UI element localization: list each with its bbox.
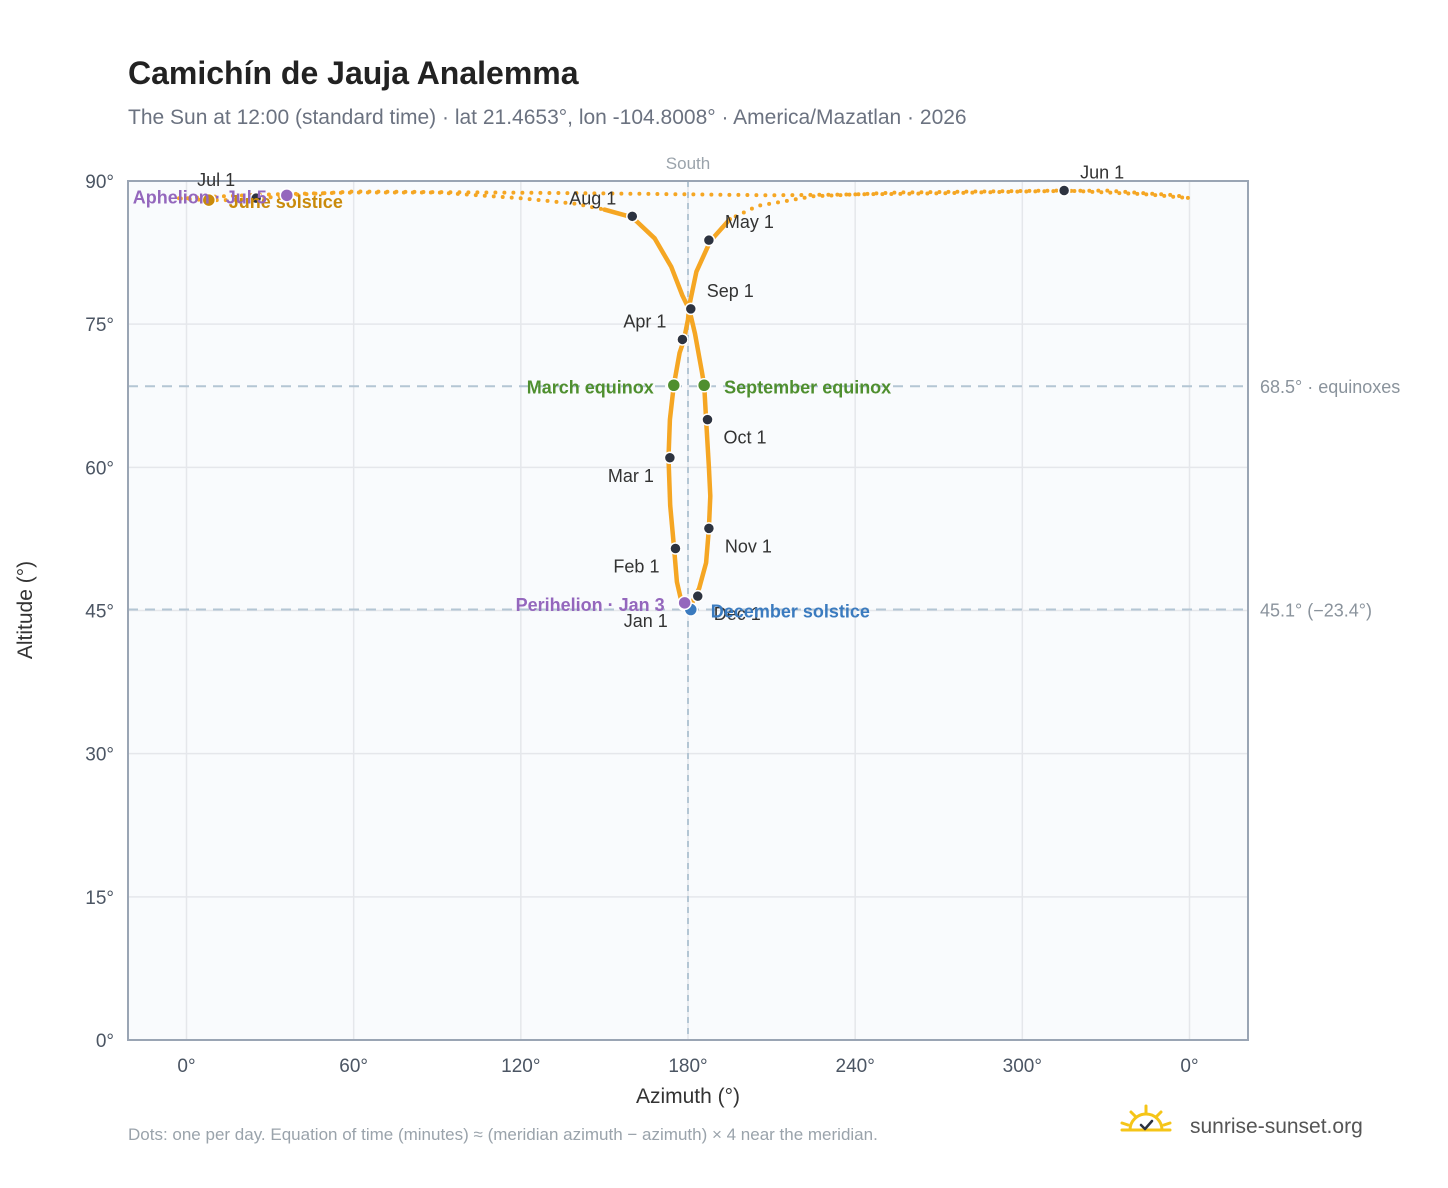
month-marker-point [626, 210, 639, 223]
reference-line-label: 68.5° · equinoxes [1260, 377, 1400, 397]
month-marker-point [1057, 184, 1071, 197]
month-marker-label: Aug 1 [569, 188, 616, 208]
y-tick-label: 45° [85, 602, 114, 623]
footnote: Dots: one per day. Equation of time (min… [128, 1125, 878, 1144]
month-marker-point [249, 191, 263, 205]
x-tick-label: 0° [177, 1056, 195, 1077]
y-tick-label: 60° [85, 458, 114, 479]
y-tick-label: 0° [96, 1031, 114, 1052]
month-marker-label: Apr 1 [623, 311, 666, 331]
month-marker-label: Feb 1 [613, 556, 659, 576]
x-tick-label: 120° [501, 1056, 540, 1077]
chart-title: Camichín de Jauja Analemma [128, 55, 579, 91]
month-marker-label: Sep 1 [707, 281, 754, 301]
sun-logo-icon [1120, 1104, 1172, 1132]
month-marker-label: May 1 [725, 212, 774, 232]
event-label: September equinox [724, 377, 891, 397]
reference-line-label: 45.1° (−23.4°) [1260, 601, 1372, 621]
event-point [666, 378, 682, 393]
x-tick-label: 300° [1003, 1056, 1042, 1077]
event-point [279, 188, 295, 203]
y-tick-label: 15° [85, 888, 114, 909]
month-marker-point [684, 302, 698, 316]
month-marker-label: Dec 1 [714, 604, 761, 624]
y-axis-title: Altitude (°) [14, 561, 37, 659]
event-label: December solstice [711, 602, 870, 622]
month-marker-label: Nov 1 [725, 536, 772, 556]
month-marker-label: Jul 1 [197, 170, 235, 190]
x-tick-label: 240° [836, 1056, 875, 1077]
y-tick-label: 30° [85, 745, 114, 766]
month-marker-label: Jun 1 [1080, 163, 1124, 183]
meridian-label: South [666, 154, 710, 173]
brand-name: sunrise-sunset.org [1190, 1115, 1363, 1138]
event-label: March equinox [527, 377, 654, 397]
month-marker-point [663, 451, 677, 465]
x-tick-label: 0° [1180, 1056, 1198, 1077]
month-marker-point [676, 333, 689, 346]
event-point [201, 192, 217, 208]
chart-subtitle: The Sun at 12:00 (standard time) · lat 2… [128, 106, 967, 129]
y-tick-label: 90° [85, 172, 114, 193]
month-marker-label: Oct 1 [724, 428, 767, 448]
month-marker-label: Jan 1 [624, 611, 668, 631]
event-label: Aphelion · Jul 5 [133, 187, 267, 207]
month-marker-point [701, 413, 714, 426]
month-marker-point [702, 233, 716, 247]
x-tick-label: 180° [668, 1056, 707, 1077]
event-point [677, 595, 692, 611]
month-marker-point [691, 589, 705, 603]
event-label: Perihelion · Jan 3 [516, 595, 665, 615]
plot-frame [127, 180, 1249, 1041]
month-marker-label: Mar 1 [608, 466, 654, 486]
event-point [696, 378, 712, 393]
x-tick-label: 60° [339, 1056, 368, 1077]
month-marker-point [669, 542, 682, 555]
y-tick-label: 75° [85, 315, 114, 336]
month-marker-point [702, 522, 716, 535]
plot-area: 0° 15° 30° 45° 60° 75° 90° 0° 60° 120° 180° 240° 300… [85, 154, 1400, 1077]
x-axis-title: Azimuth (°) [636, 1085, 740, 1108]
